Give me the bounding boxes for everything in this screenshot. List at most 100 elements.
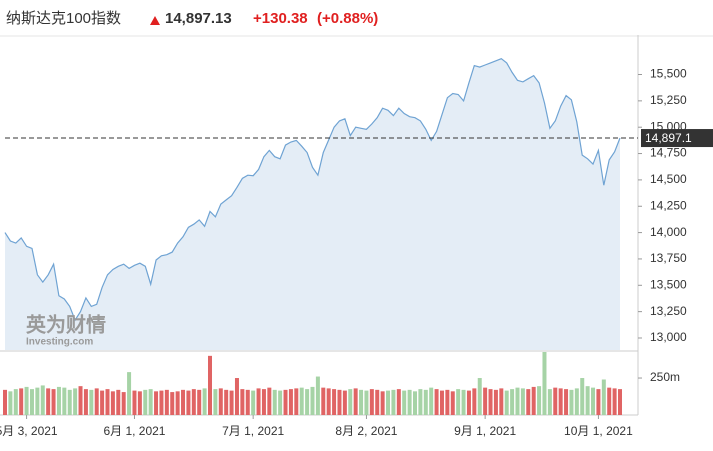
volume-bar — [305, 389, 310, 415]
volume-bar — [8, 391, 13, 415]
watermark-site: Investing.com — [26, 337, 93, 348]
volume-bar — [19, 388, 24, 415]
volume-bar — [51, 389, 56, 415]
price-line — [4, 58, 621, 322]
x-tick-label: 8月 2, 2021 — [335, 424, 397, 438]
volume-bar — [278, 390, 283, 415]
x-tick-label: 9月 1, 2021 — [454, 424, 516, 438]
volume-bar — [224, 389, 229, 415]
y-tick-label: 15,250 — [650, 93, 687, 107]
volume-bar — [62, 387, 67, 415]
volume-bar — [326, 388, 331, 415]
volume-bar — [154, 391, 159, 415]
volume-bar — [585, 386, 590, 415]
volume-bar — [515, 387, 520, 415]
volume-bar — [202, 388, 207, 415]
price-area — [5, 58, 620, 350]
volume-bar — [83, 389, 88, 415]
volume-bar — [359, 389, 364, 415]
volume-bar — [261, 389, 266, 415]
volume-bar — [267, 387, 272, 415]
volume-bar — [213, 389, 218, 415]
volume-bar — [450, 391, 455, 415]
volume-bar — [159, 390, 164, 415]
volume-bar — [558, 388, 563, 415]
volume-bar — [510, 389, 515, 415]
volume-bar — [240, 389, 245, 415]
volume-bar — [13, 389, 18, 415]
volume-bar — [175, 391, 180, 415]
volume-bar — [78, 386, 83, 415]
volume-bar — [191, 389, 196, 415]
y-tick-label: 13,000 — [650, 330, 687, 344]
volume-bar — [73, 388, 78, 415]
volume-bar — [46, 388, 51, 415]
reference-label: 14,897.1 — [645, 131, 692, 145]
volume-bar — [283, 389, 288, 415]
x-tick-label: 10月 1, 2021 — [564, 424, 633, 438]
volume-bar — [137, 391, 142, 415]
volume-bar — [218, 388, 223, 415]
volume-bar — [413, 391, 417, 415]
volume-bar — [197, 389, 202, 415]
volume-bar — [127, 372, 132, 415]
y-tick-label: 13,750 — [650, 251, 687, 265]
volume-bar — [612, 388, 617, 415]
volume-bar — [294, 388, 299, 415]
up-arrow — [150, 16, 160, 25]
volume-bar — [164, 389, 169, 415]
volume-bar — [121, 392, 126, 415]
volume-bar — [105, 389, 110, 415]
volume-bar — [569, 389, 574, 415]
volume-bar — [67, 389, 72, 415]
volume-bar — [526, 389, 531, 415]
volume-bar — [601, 379, 606, 415]
y-tick-label: 14,000 — [650, 225, 687, 239]
volume-bar — [396, 389, 401, 415]
volume-bar — [531, 386, 536, 415]
volume-bar — [445, 389, 450, 415]
volume-bar — [353, 388, 358, 415]
volume-bar — [337, 389, 342, 415]
volume-bar — [170, 392, 175, 415]
volume-tick-label: 250m — [650, 370, 680, 384]
volume-bar — [483, 387, 488, 415]
volume-bar — [3, 389, 7, 415]
index-title: 纳斯达克100指数 — [6, 10, 121, 27]
volume-bar — [40, 385, 45, 415]
volume-bar — [493, 389, 498, 415]
volume-bar — [429, 387, 434, 415]
change-pct: (+0.88%) — [317, 10, 378, 27]
volume-bar — [29, 389, 34, 415]
volume-bar — [35, 387, 40, 415]
watermark-brand: 英为财情 — [26, 312, 106, 336]
volume-bar — [369, 389, 374, 415]
volume-bar — [288, 389, 293, 415]
volume-bar — [456, 389, 461, 415]
volume-bar — [564, 389, 569, 415]
volume-bar — [181, 389, 186, 415]
volume-bar — [580, 378, 585, 415]
volume-bar — [418, 389, 423, 415]
volume-bar — [251, 390, 256, 415]
volume-bar — [256, 388, 261, 415]
volume-bar — [423, 389, 428, 415]
volume-bar — [299, 387, 304, 415]
y-tick-label: 14,750 — [650, 146, 687, 160]
volume-bar — [332, 389, 337, 415]
volume-bar — [547, 389, 552, 415]
volume-bar — [488, 389, 493, 415]
volume-bar — [591, 387, 596, 415]
volume-bar — [386, 390, 391, 415]
volume-bar — [504, 390, 509, 415]
volume-bar — [407, 389, 412, 415]
volume-bar — [574, 388, 579, 415]
y-tick-label: 13,500 — [650, 277, 687, 291]
volume-bar — [348, 389, 353, 415]
volume-bar — [148, 389, 153, 415]
volume-bar — [310, 386, 315, 415]
volume-bar — [461, 389, 466, 415]
volume-bar — [380, 391, 385, 415]
